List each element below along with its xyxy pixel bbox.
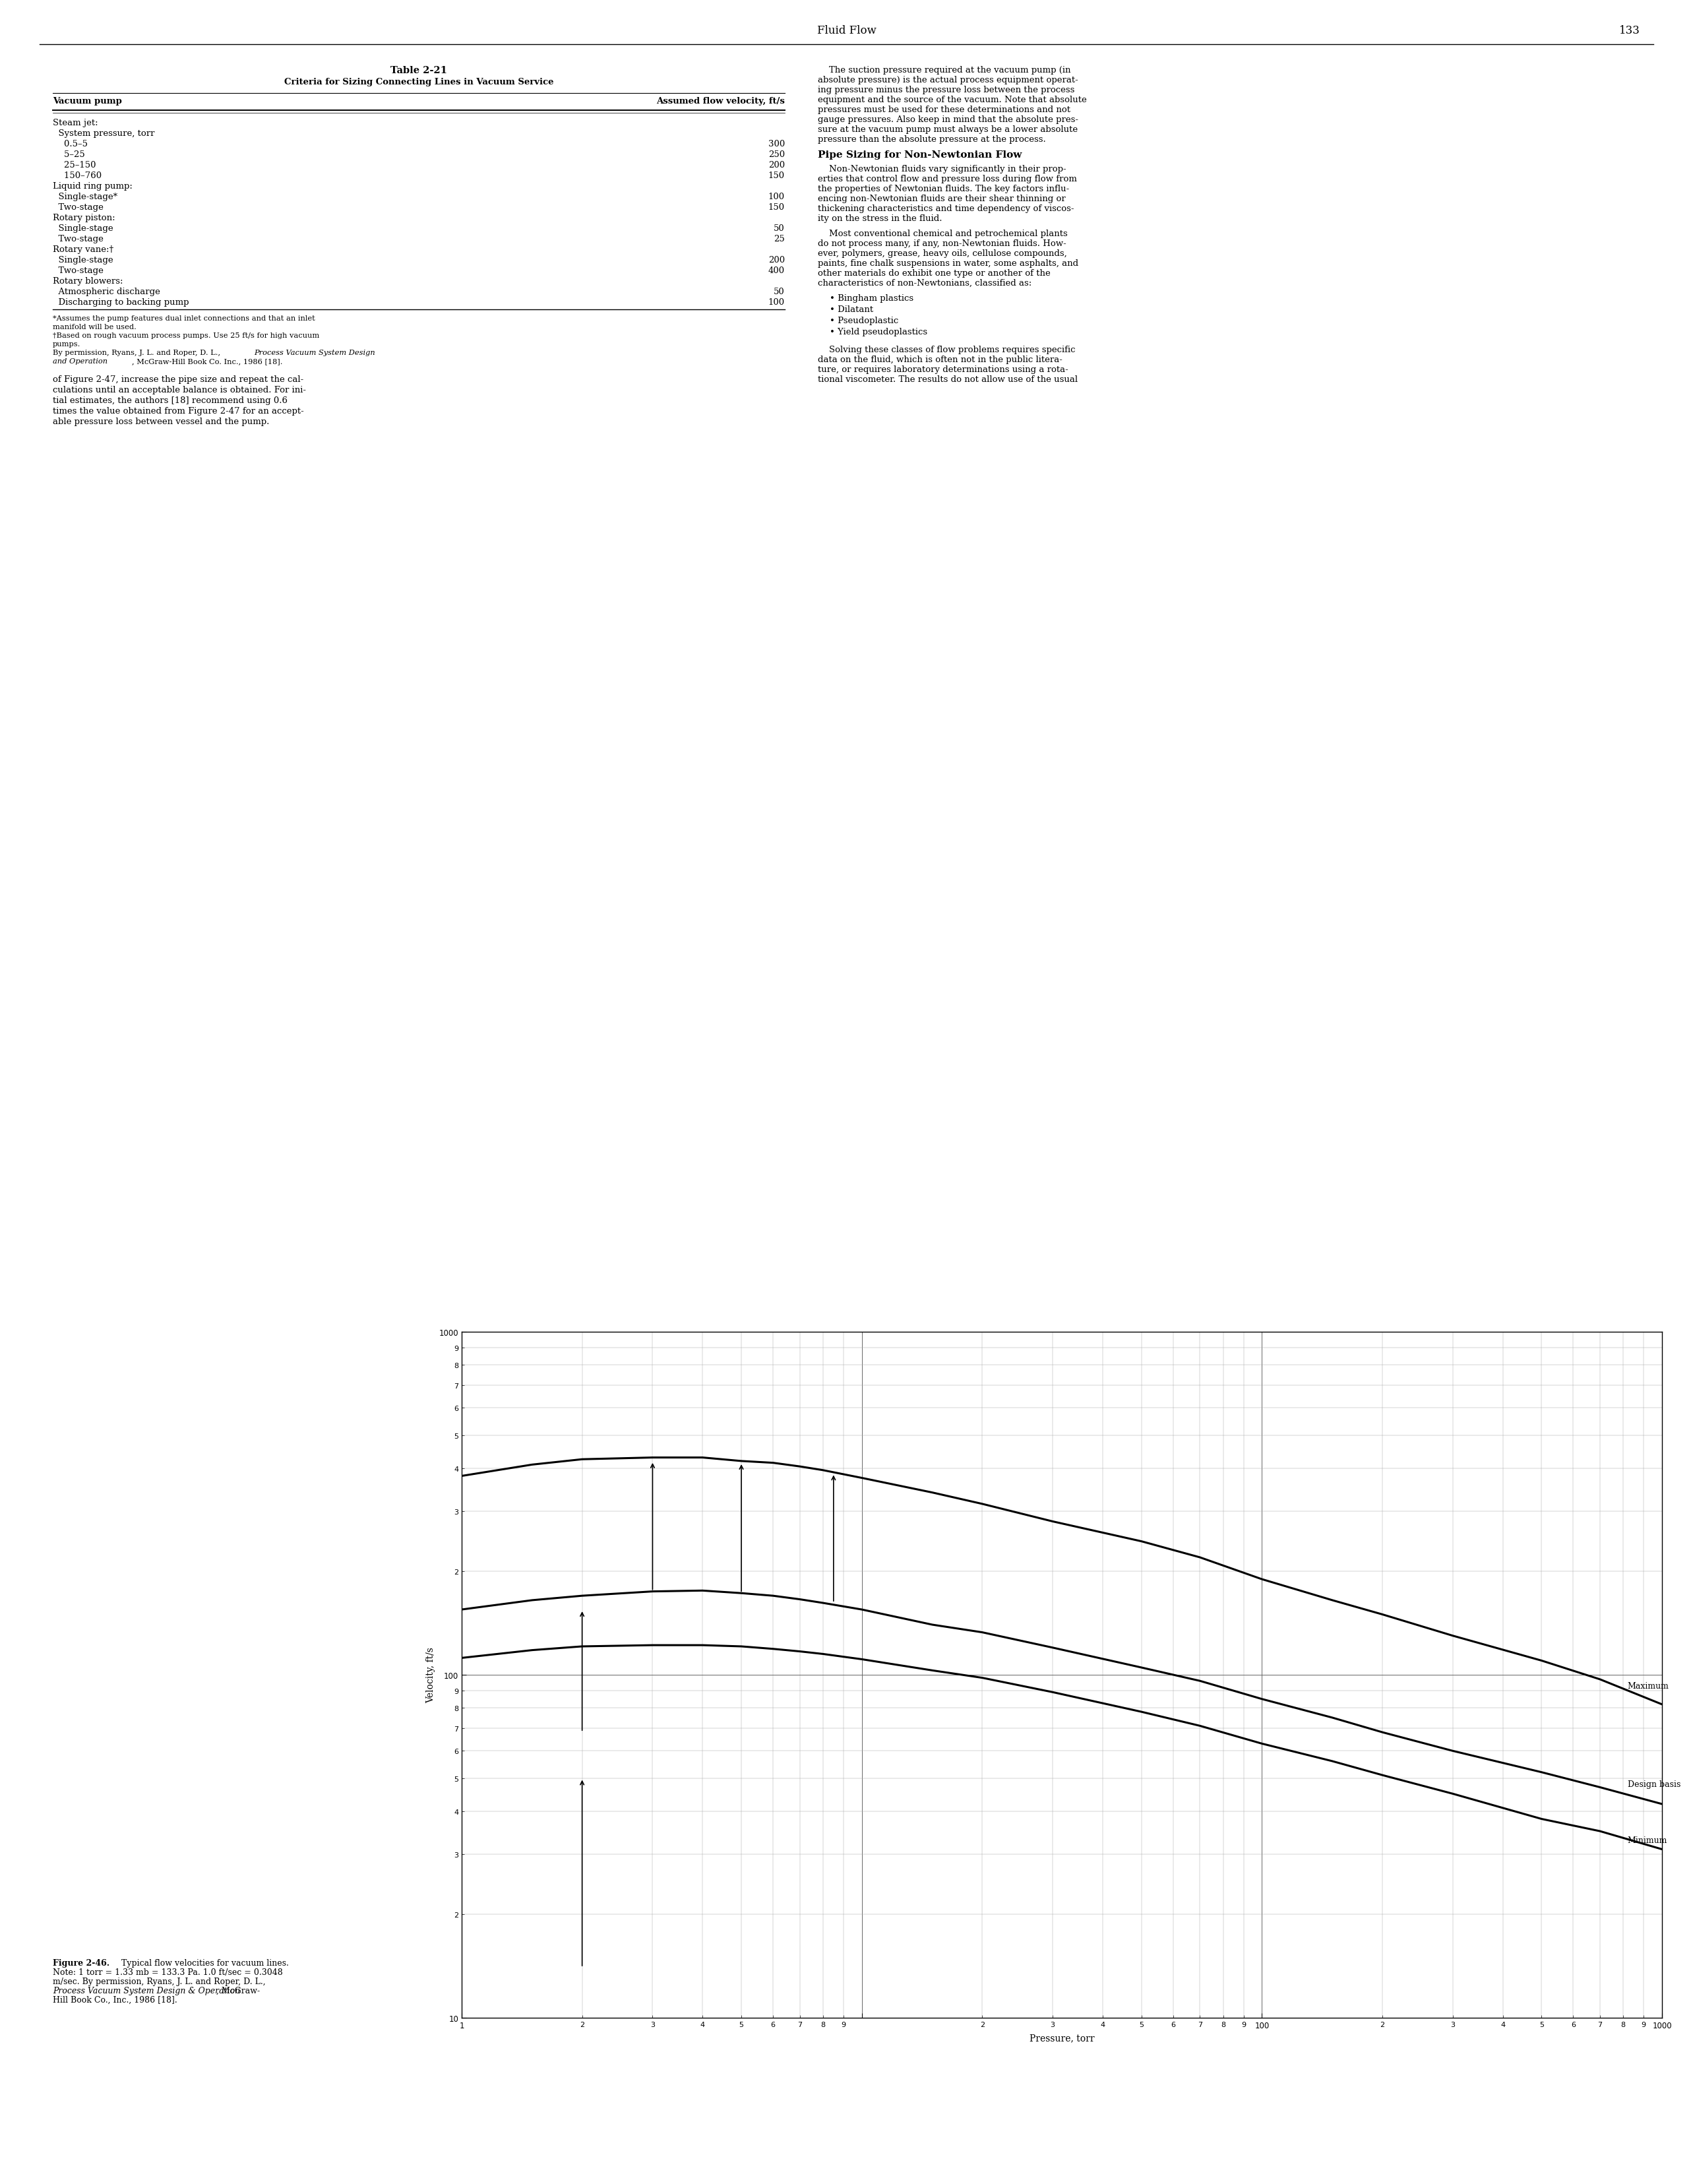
- Text: 200: 200: [769, 162, 786, 170]
- Text: Minimum: Minimum: [1627, 1837, 1668, 1843]
- Text: Table 2-21: Table 2-21: [391, 66, 447, 74]
- Text: ing pressure minus the pressure loss between the process: ing pressure minus the pressure loss bet…: [818, 85, 1075, 94]
- Text: • Yield pseudoplastics: • Yield pseudoplastics: [830, 328, 928, 336]
- Text: Most conventional chemical and petrochemical plants: Most conventional chemical and petrochem…: [818, 229, 1068, 238]
- Text: System pressure, torr: System pressure, torr: [52, 129, 154, 138]
- Text: Process Vacuum System Design & Operation: Process Vacuum System Design & Operation: [52, 1985, 240, 1994]
- Text: Rotary blowers:: Rotary blowers:: [52, 277, 124, 286]
- Text: Criteria for Sizing Connecting Lines in Vacuum Service: Criteria for Sizing Connecting Lines in …: [284, 79, 554, 87]
- Text: Typical flow velocities for vacuum lines.: Typical flow velocities for vacuum lines…: [119, 1959, 290, 1968]
- Text: Figure 2-46.: Figure 2-46.: [52, 1959, 110, 1968]
- Text: 300: 300: [769, 140, 786, 149]
- Text: Fluid Flow: Fluid Flow: [816, 24, 877, 37]
- Text: 5–25: 5–25: [52, 151, 85, 159]
- Text: 150: 150: [769, 203, 786, 212]
- Text: Single-stage: Single-stage: [52, 225, 113, 234]
- Text: Rotary vane:†: Rotary vane:†: [52, 245, 113, 253]
- Text: 200: 200: [769, 256, 786, 264]
- X-axis label: Pressure, torr: Pressure, torr: [1029, 2033, 1094, 2042]
- Text: times the value obtained from Figure 2-47 for an accept-: times the value obtained from Figure 2-4…: [52, 406, 303, 415]
- Text: †Based on rough vacuum process pumps. Use 25 ft/s for high vacuum: †Based on rough vacuum process pumps. Us…: [52, 332, 320, 339]
- Text: Note: 1 torr = 1.33 mb = 133.3 Pa. 1.0 ft/sec = 0.3048: Note: 1 torr = 1.33 mb = 133.3 Pa. 1.0 f…: [52, 1968, 283, 1977]
- Text: 150: 150: [769, 173, 786, 179]
- Text: encing non-Newtonian fluids are their shear thinning or: encing non-Newtonian fluids are their sh…: [818, 194, 1065, 203]
- Text: *Assumes the pump features dual inlet connections and that an inlet: *Assumes the pump features dual inlet co…: [52, 314, 315, 321]
- Text: Vacuum pump: Vacuum pump: [52, 96, 122, 105]
- Text: 250: 250: [769, 151, 786, 159]
- Text: data on the fluid, which is often not in the public litera-: data on the fluid, which is often not in…: [818, 356, 1063, 365]
- Text: m/sec. By permission, Ryans, J. L. and Roper, D. L.,: m/sec. By permission, Ryans, J. L. and R…: [52, 1977, 266, 1985]
- Text: Two-stage: Two-stage: [52, 234, 103, 242]
- Text: characteristics of non-Newtonians, classified as:: characteristics of non-Newtonians, class…: [818, 280, 1031, 288]
- Text: • Bingham plastics: • Bingham plastics: [830, 295, 914, 304]
- Text: sure at the vacuum pump must always be a lower absolute: sure at the vacuum pump must always be a…: [818, 124, 1078, 133]
- Text: pressure than the absolute pressure at the process.: pressure than the absolute pressure at t…: [818, 135, 1046, 144]
- Text: tial estimates, the authors [18] recommend using 0.6: tial estimates, the authors [18] recomme…: [52, 395, 288, 404]
- Text: 133: 133: [1619, 24, 1641, 37]
- Text: Pipe Sizing for Non-Newtonian Flow: Pipe Sizing for Non-Newtonian Flow: [818, 151, 1023, 159]
- Text: other materials do exhibit one type or another of the: other materials do exhibit one type or a…: [818, 269, 1050, 277]
- Text: Process Vacuum System Design: Process Vacuum System Design: [254, 349, 376, 356]
- Text: , McGraw-Hill Book Co. Inc., 1986 [18].: , McGraw-Hill Book Co. Inc., 1986 [18].: [132, 358, 283, 365]
- Text: Hill Book Co., Inc., 1986 [18].: Hill Book Co., Inc., 1986 [18].: [52, 1996, 178, 2005]
- Text: Single-stage: Single-stage: [52, 256, 113, 264]
- Text: paints, fine chalk suspensions in water, some asphalts, and: paints, fine chalk suspensions in water,…: [818, 260, 1078, 269]
- Text: 150–760: 150–760: [52, 173, 102, 179]
- Text: 0.5–5: 0.5–5: [52, 140, 88, 149]
- Text: • Dilatant: • Dilatant: [830, 306, 874, 314]
- Text: ever, polymers, grease, heavy oils, cellulose compounds,: ever, polymers, grease, heavy oils, cell…: [818, 249, 1067, 258]
- Text: Rotary piston:: Rotary piston:: [52, 214, 115, 223]
- Text: Single-stage*: Single-stage*: [52, 192, 117, 201]
- Text: thickening characteristics and time dependency of viscos-: thickening characteristics and time depe…: [818, 205, 1073, 214]
- Text: of Figure 2-47, increase the pipe size and repeat the cal-: of Figure 2-47, increase the pipe size a…: [52, 376, 303, 384]
- Text: Assumed flow velocity, ft/s: Assumed flow velocity, ft/s: [657, 96, 786, 105]
- Text: erties that control flow and pressure loss during flow from: erties that control flow and pressure lo…: [818, 175, 1077, 183]
- Text: the properties of Newtonian fluids. The key factors influ-: the properties of Newtonian fluids. The …: [818, 186, 1070, 192]
- Text: 100: 100: [769, 192, 786, 201]
- Text: 400: 400: [769, 266, 786, 275]
- Text: Discharging to backing pump: Discharging to backing pump: [52, 297, 190, 306]
- Text: Maximum: Maximum: [1627, 1682, 1669, 1690]
- Text: equipment and the source of the vacuum. Note that absolute: equipment and the source of the vacuum. …: [818, 96, 1087, 105]
- Text: Liquid ring pump:: Liquid ring pump:: [52, 181, 132, 190]
- Y-axis label: Velocity, ft/s: Velocity, ft/s: [427, 1647, 435, 1704]
- Text: gauge pressures. Also keep in mind that the absolute pres-: gauge pressures. Also keep in mind that …: [818, 116, 1078, 124]
- Text: pressures must be used for these determinations and not: pressures must be used for these determi…: [818, 105, 1070, 114]
- Text: Design basis: Design basis: [1627, 1780, 1681, 1789]
- Text: Two-stage: Two-stage: [52, 203, 103, 212]
- Text: The suction pressure required at the vacuum pump (in: The suction pressure required at the vac…: [818, 66, 1070, 74]
- Text: Non-Newtonian fluids vary significantly in their prop-: Non-Newtonian fluids vary significantly …: [818, 164, 1067, 173]
- Text: do not process many, if any, non-Newtonian fluids. How-: do not process many, if any, non-Newtoni…: [818, 240, 1067, 249]
- Text: Two-stage: Two-stage: [52, 266, 103, 275]
- Text: By permission, Ryans, J. L. and Roper, D. L.,: By permission, Ryans, J. L. and Roper, D…: [52, 349, 223, 356]
- Text: 100: 100: [769, 297, 786, 306]
- Text: , McGraw-: , McGraw-: [217, 1985, 261, 1994]
- Text: culations until an acceptable balance is obtained. For ini-: culations until an acceptable balance is…: [52, 387, 306, 395]
- Text: manifold will be used.: manifold will be used.: [52, 323, 137, 330]
- Text: 50: 50: [774, 225, 786, 234]
- Text: • Pseudoplastic: • Pseudoplastic: [830, 317, 899, 325]
- Text: absolute pressure) is the actual process equipment operat-: absolute pressure) is the actual process…: [818, 76, 1078, 85]
- Text: able pressure loss between vessel and the pump.: able pressure loss between vessel and th…: [52, 417, 269, 426]
- Text: ity on the stress in the fluid.: ity on the stress in the fluid.: [818, 214, 941, 223]
- Text: Atmospheric discharge: Atmospheric discharge: [52, 288, 161, 297]
- Text: 25: 25: [774, 234, 786, 242]
- Text: Solving these classes of flow problems requires specific: Solving these classes of flow problems r…: [818, 345, 1075, 354]
- Text: ture, or requires laboratory determinations using a rota-: ture, or requires laboratory determinati…: [818, 365, 1068, 373]
- Text: pumps.: pumps.: [52, 341, 81, 347]
- Text: tional viscometer. The results do not allow use of the usual: tional viscometer. The results do not al…: [818, 376, 1078, 384]
- Text: 50: 50: [774, 288, 786, 297]
- Text: 25–150: 25–150: [52, 162, 97, 170]
- Text: and Operation: and Operation: [52, 358, 108, 365]
- Text: Steam jet:: Steam jet:: [52, 118, 98, 127]
